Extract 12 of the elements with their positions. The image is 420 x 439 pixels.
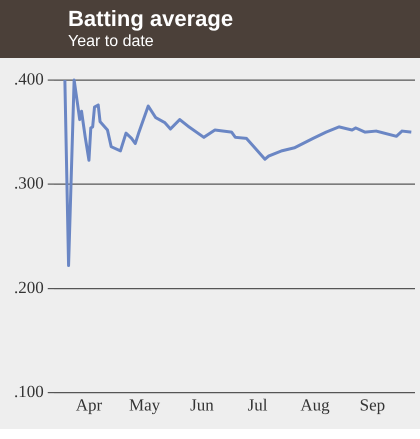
- y-tick-label: .200: [14, 278, 44, 297]
- chart-subtitle: Year to date: [68, 32, 155, 52]
- x-tick-label: May: [128, 395, 161, 414]
- x-tick-label: Aug: [300, 395, 330, 414]
- x-tick-label: Sep: [360, 395, 386, 414]
- y-tick-label: .100: [14, 382, 44, 402]
- chart-title: Batting average: [68, 6, 234, 32]
- y-tick-label: .300: [14, 174, 44, 193]
- x-tick-label: Jul: [248, 395, 268, 414]
- y-tick-label: .400: [14, 69, 44, 88]
- x-tick-label: Apr: [76, 395, 102, 414]
- x-tick-label: Jun: [190, 395, 214, 414]
